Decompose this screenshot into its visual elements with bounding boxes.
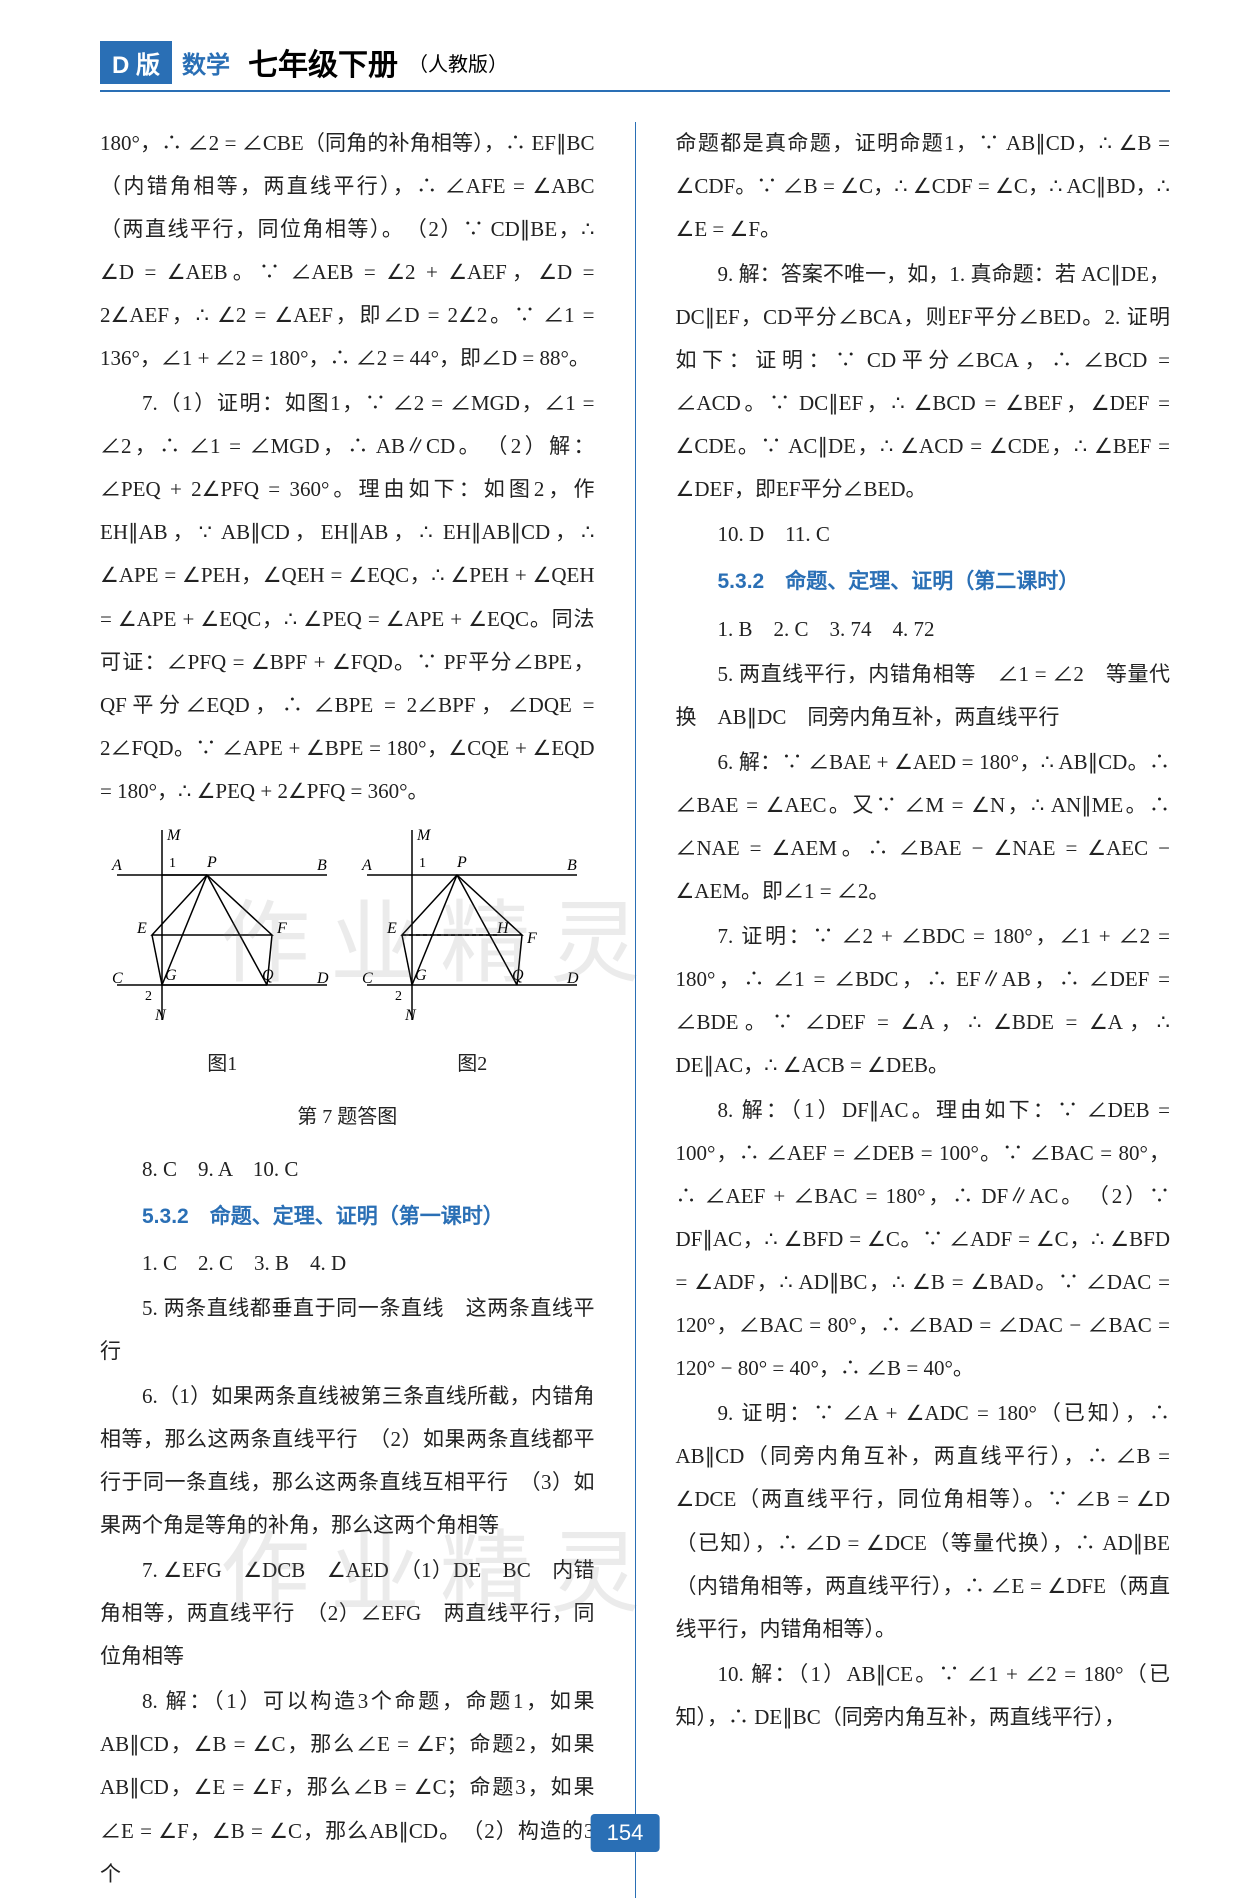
svg-text:A: A bbox=[111, 857, 122, 874]
right-p9: 9. 证明：∵ ∠A + ∠ADC = 180°（已知），∴ AB∥CD（同旁内… bbox=[676, 1392, 1171, 1650]
version-badge: D 版 bbox=[100, 41, 172, 84]
page-number-badge: 154 bbox=[591, 1814, 660, 1852]
section-5-3-2-part1: 5.3.2 命题、定理、证明（第一课时） bbox=[100, 1195, 595, 1238]
left-p4: 1. C 2. C 3. B 4. D bbox=[100, 1242, 595, 1285]
grade-title: 七年级下册 bbox=[248, 40, 398, 84]
svg-text:B: B bbox=[317, 857, 327, 874]
svg-text:G: G bbox=[165, 967, 177, 984]
right-p1: 命题都是真命题，证明命题1，∵ AB∥CD，∴ ∠B = ∠CDF。∵ ∠B =… bbox=[676, 122, 1171, 251]
svg-text:D: D bbox=[566, 970, 579, 987]
svg-text:M: M bbox=[416, 827, 432, 844]
svg-text:2: 2 bbox=[145, 989, 152, 1004]
svg-text:F: F bbox=[276, 920, 287, 937]
edition-text: （人教版） bbox=[408, 48, 508, 77]
svg-text:C: C bbox=[112, 970, 123, 987]
left-p2: 7.（1）证明：如图1，∵ ∠2 = ∠MGD，∠1 = ∠2，∴ ∠1 = ∠… bbox=[100, 382, 595, 812]
svg-text:M: M bbox=[166, 827, 182, 844]
svg-text:2: 2 bbox=[395, 989, 402, 1004]
left-column: 180°，∴ ∠2 = ∠CBE（同角的补角相等），∴ EF∥BC（内错角相等，… bbox=[100, 122, 595, 1898]
left-p3: 8. C 9. A 10. C bbox=[100, 1148, 595, 1191]
right-p6: 6. 解：∵ ∠BAE + ∠AED = 180°，∴ AB∥CD。∴ ∠BAE… bbox=[676, 741, 1171, 913]
left-p5: 5. 两条直线都垂直于同一条直线 这两条直线平行 bbox=[100, 1287, 595, 1373]
right-p2: 9. 解：答案不唯一，如，1. 真命题：若 AC∥DE，DC∥EF，CD平分∠B… bbox=[676, 253, 1171, 511]
svg-text:A: A bbox=[361, 857, 372, 874]
diagram-area: M A B P 1 E F C D G Q 2 N 图1 bbox=[100, 825, 595, 1085]
svg-text:N: N bbox=[404, 1007, 417, 1024]
geometry-diagram-1-svg: M A B P 1 E F C D G Q 2 N bbox=[107, 825, 337, 1025]
content-columns: 180°，∴ ∠2 = ∠CBE（同角的补角相等），∴ EF∥BC（内错角相等，… bbox=[100, 122, 1170, 1898]
right-p4: 1. B 2. C 3. 74 4. 72 bbox=[676, 608, 1171, 651]
right-p10: 10. 解：（1）AB∥CE。∵ ∠1 + ∠2 = 180°（已知），∴ DE… bbox=[676, 1653, 1171, 1739]
page-header: D 版 数学 七年级下册 （人教版） bbox=[100, 40, 1170, 92]
right-p3: 10. D 11. C bbox=[676, 513, 1171, 556]
left-p1: 180°，∴ ∠2 = ∠CBE（同角的补角相等），∴ EF∥BC（内错角相等，… bbox=[100, 122, 595, 380]
diagram-fig2: M A B P 1 E H F C D G Q 2 N 图2 bbox=[357, 825, 587, 1085]
svg-text:B: B bbox=[567, 857, 577, 874]
svg-text:E: E bbox=[136, 920, 147, 937]
svg-text:Q: Q bbox=[262, 967, 274, 984]
svg-text:P: P bbox=[206, 854, 217, 871]
right-p5: 5. 两直线平行，内错角相等 ∠1 = ∠2 等量代换 AB∥DC 同旁内角互补… bbox=[676, 653, 1171, 739]
left-p7: 7. ∠EFG ∠DCB ∠AED （1）DE BC 内错角相等，两直线平行 （… bbox=[100, 1549, 595, 1678]
svg-text:P: P bbox=[456, 854, 467, 871]
diagram-caption: 第 7 题答图 bbox=[100, 1097, 595, 1138]
geometry-diagram-2-svg: M A B P 1 E H F C D G Q 2 N bbox=[357, 825, 587, 1025]
svg-text:E: E bbox=[386, 920, 397, 937]
svg-text:N: N bbox=[154, 1007, 167, 1024]
svg-text:1: 1 bbox=[419, 856, 426, 871]
svg-text:F: F bbox=[526, 930, 537, 947]
left-p8: 8. 解：（1）可以构造3个命题，命题1，如果AB∥CD，∠B = ∠C，那么∠… bbox=[100, 1680, 595, 1895]
right-p7: 7. 证明：∵ ∠2 + ∠BDC = 180°，∠1 + ∠2 = 180°，… bbox=[676, 915, 1171, 1087]
right-p8: 8. 解：（1）DF∥AC。理由如下：∵ ∠DEB = 100°，∴ ∠AEF … bbox=[676, 1089, 1171, 1390]
fig2-label: 图2 bbox=[357, 1044, 587, 1085]
svg-text:G: G bbox=[415, 967, 427, 984]
diagram-fig1: M A B P 1 E F C D G Q 2 N 图1 bbox=[107, 825, 337, 1085]
svg-text:Q: Q bbox=[512, 967, 524, 984]
left-p6: 6.（1）如果两条直线被第三条直线所截，内错角相等，那么这两条直线平行 （2）如… bbox=[100, 1375, 595, 1547]
svg-text:D: D bbox=[316, 970, 329, 987]
svg-text:1: 1 bbox=[169, 856, 176, 871]
section-5-3-2-part2: 5.3.2 命题、定理、证明（第二课时） bbox=[676, 560, 1171, 603]
fig1-label: 图1 bbox=[107, 1044, 337, 1085]
column-divider bbox=[635, 122, 636, 1898]
right-column: 命题都是真命题，证明命题1，∵ AB∥CD，∴ ∠B = ∠CDF。∵ ∠B =… bbox=[676, 122, 1171, 1898]
svg-text:H: H bbox=[496, 920, 510, 937]
subject-text: 数学 bbox=[182, 45, 230, 80]
svg-text:C: C bbox=[362, 970, 373, 987]
